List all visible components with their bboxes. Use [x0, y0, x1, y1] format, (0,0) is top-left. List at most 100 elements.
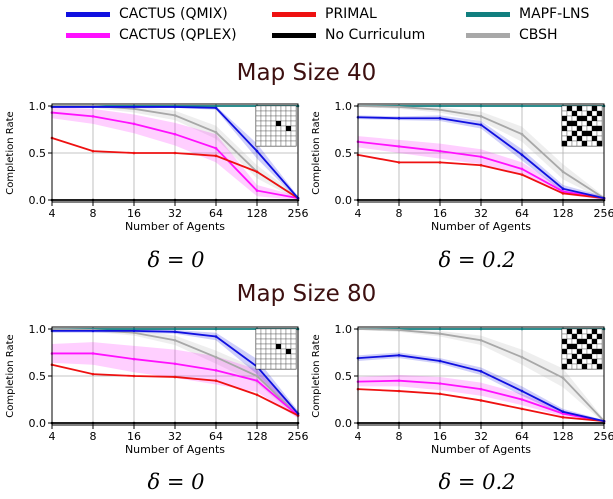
map-cell [290, 135, 297, 142]
map-cell [285, 333, 292, 340]
map-cell [270, 353, 277, 360]
data-point-cbsh [479, 115, 483, 118]
legend-label: CACTUS (QMIX) [119, 6, 228, 22]
map-cell [285, 115, 292, 122]
map-obstacle [572, 344, 577, 349]
map-cell [586, 125, 593, 132]
map-cell [280, 338, 287, 345]
map-cell [255, 338, 262, 345]
map-cell [290, 130, 297, 137]
map-obstacle [597, 141, 602, 146]
data-point-cactus-qplex [91, 352, 95, 355]
map-obstacle [562, 339, 567, 344]
data-point-cactus-qplex [561, 412, 565, 415]
x-tick-label: 32 [168, 207, 182, 220]
data-point-primal [173, 151, 177, 155]
map-obstacle [572, 334, 577, 339]
map-cell [265, 140, 272, 147]
map-cell [285, 110, 292, 117]
map-cell [586, 358, 593, 365]
data-point-cbsh [255, 374, 259, 378]
map-obstacle [577, 339, 582, 344]
map-cell [290, 105, 297, 112]
map-cell [290, 110, 297, 117]
data-point-mapf-lns [173, 327, 177, 331]
map-cell [586, 363, 593, 370]
map-cell [260, 363, 267, 370]
map-cell [596, 328, 603, 335]
x-tick-label: 64 [515, 207, 529, 220]
map-cell [566, 125, 573, 132]
x-tick-label: 256 [594, 430, 613, 443]
map-cell [260, 358, 267, 365]
x-tick-label: 16 [433, 207, 447, 220]
map-cell [270, 338, 277, 345]
x-tick-label: 4 [355, 430, 362, 443]
map-cell [260, 110, 267, 117]
data-point-cactus-qmix [438, 116, 442, 120]
y-tick-label: 0.5 [335, 370, 353, 383]
y-axis-label: Completion Rate [311, 334, 322, 417]
map-cell [270, 105, 277, 112]
map-cell [265, 120, 272, 127]
map-cell [586, 105, 593, 112]
map-cell [561, 105, 568, 112]
map-cell [285, 343, 292, 350]
map-cell [576, 343, 583, 350]
data-point-cactus-qmix [561, 410, 565, 414]
map-cell [275, 130, 282, 137]
data-point-cactus-qmix [255, 149, 259, 153]
x-tick-label: 256 [288, 430, 309, 443]
x-tick-label: 16 [127, 207, 141, 220]
data-point-no-curriculum [91, 421, 95, 425]
legend-label: PRIMAL [325, 6, 377, 22]
map-cell [591, 343, 598, 350]
map-cell [576, 120, 583, 127]
map-cell [596, 105, 603, 112]
map-cell [596, 343, 603, 350]
legend-label: CBSH [519, 27, 558, 43]
map-obstacle [562, 126, 567, 131]
map-cell [290, 115, 297, 122]
map-obstacle [582, 141, 587, 146]
map-cell [260, 348, 267, 355]
map-obstacle [567, 136, 572, 141]
legend-item-cbsh: CBSH [466, 26, 558, 44]
map-cell [255, 105, 262, 112]
data-point-primal [132, 151, 136, 155]
data-point-primal [561, 416, 565, 419]
map-cell [581, 105, 588, 112]
data-point-cbsh [214, 131, 218, 134]
map-obstacle [567, 329, 572, 334]
data-point-no-curriculum [397, 198, 401, 202]
map-cell [285, 328, 292, 335]
map-cell [581, 135, 588, 142]
map-inset [561, 105, 603, 147]
y-tick-label: 1.0 [335, 100, 353, 113]
data-point-cactus-qmix [214, 335, 218, 338]
data-point-primal [132, 374, 136, 378]
map-cell [581, 120, 588, 127]
map-cell [591, 333, 598, 340]
x-tick-label: 64 [209, 207, 223, 220]
data-point-cbsh [397, 328, 401, 332]
data-point-no-curriculum [438, 198, 442, 202]
map-cell [586, 115, 593, 122]
data-point-primal [438, 392, 442, 396]
chart-map40-delta02: 0.0 0.5 1.0 4 8 16 32 64 128 256 Number of Agents C… [311, 100, 613, 233]
map-cell [285, 120, 292, 127]
caption-map40-delta0: δ = 0 [147, 248, 205, 272]
map-cell [280, 140, 287, 147]
map-obstacle [597, 111, 602, 116]
x-axis-label: Number of Agents [431, 443, 531, 456]
x-tick-label: 128 [247, 207, 268, 220]
data-point-primal [91, 149, 95, 153]
map-cell [285, 105, 292, 112]
section-title-map-80: Map Size 80 [236, 281, 377, 307]
map-cell [596, 115, 603, 122]
map-obstacle [592, 359, 597, 364]
data-point-cactus-qplex [173, 132, 177, 136]
data-point-mapf-lns [479, 104, 483, 108]
x-tick-label: 8 [396, 207, 403, 220]
data-point-no-curriculum [520, 198, 524, 202]
